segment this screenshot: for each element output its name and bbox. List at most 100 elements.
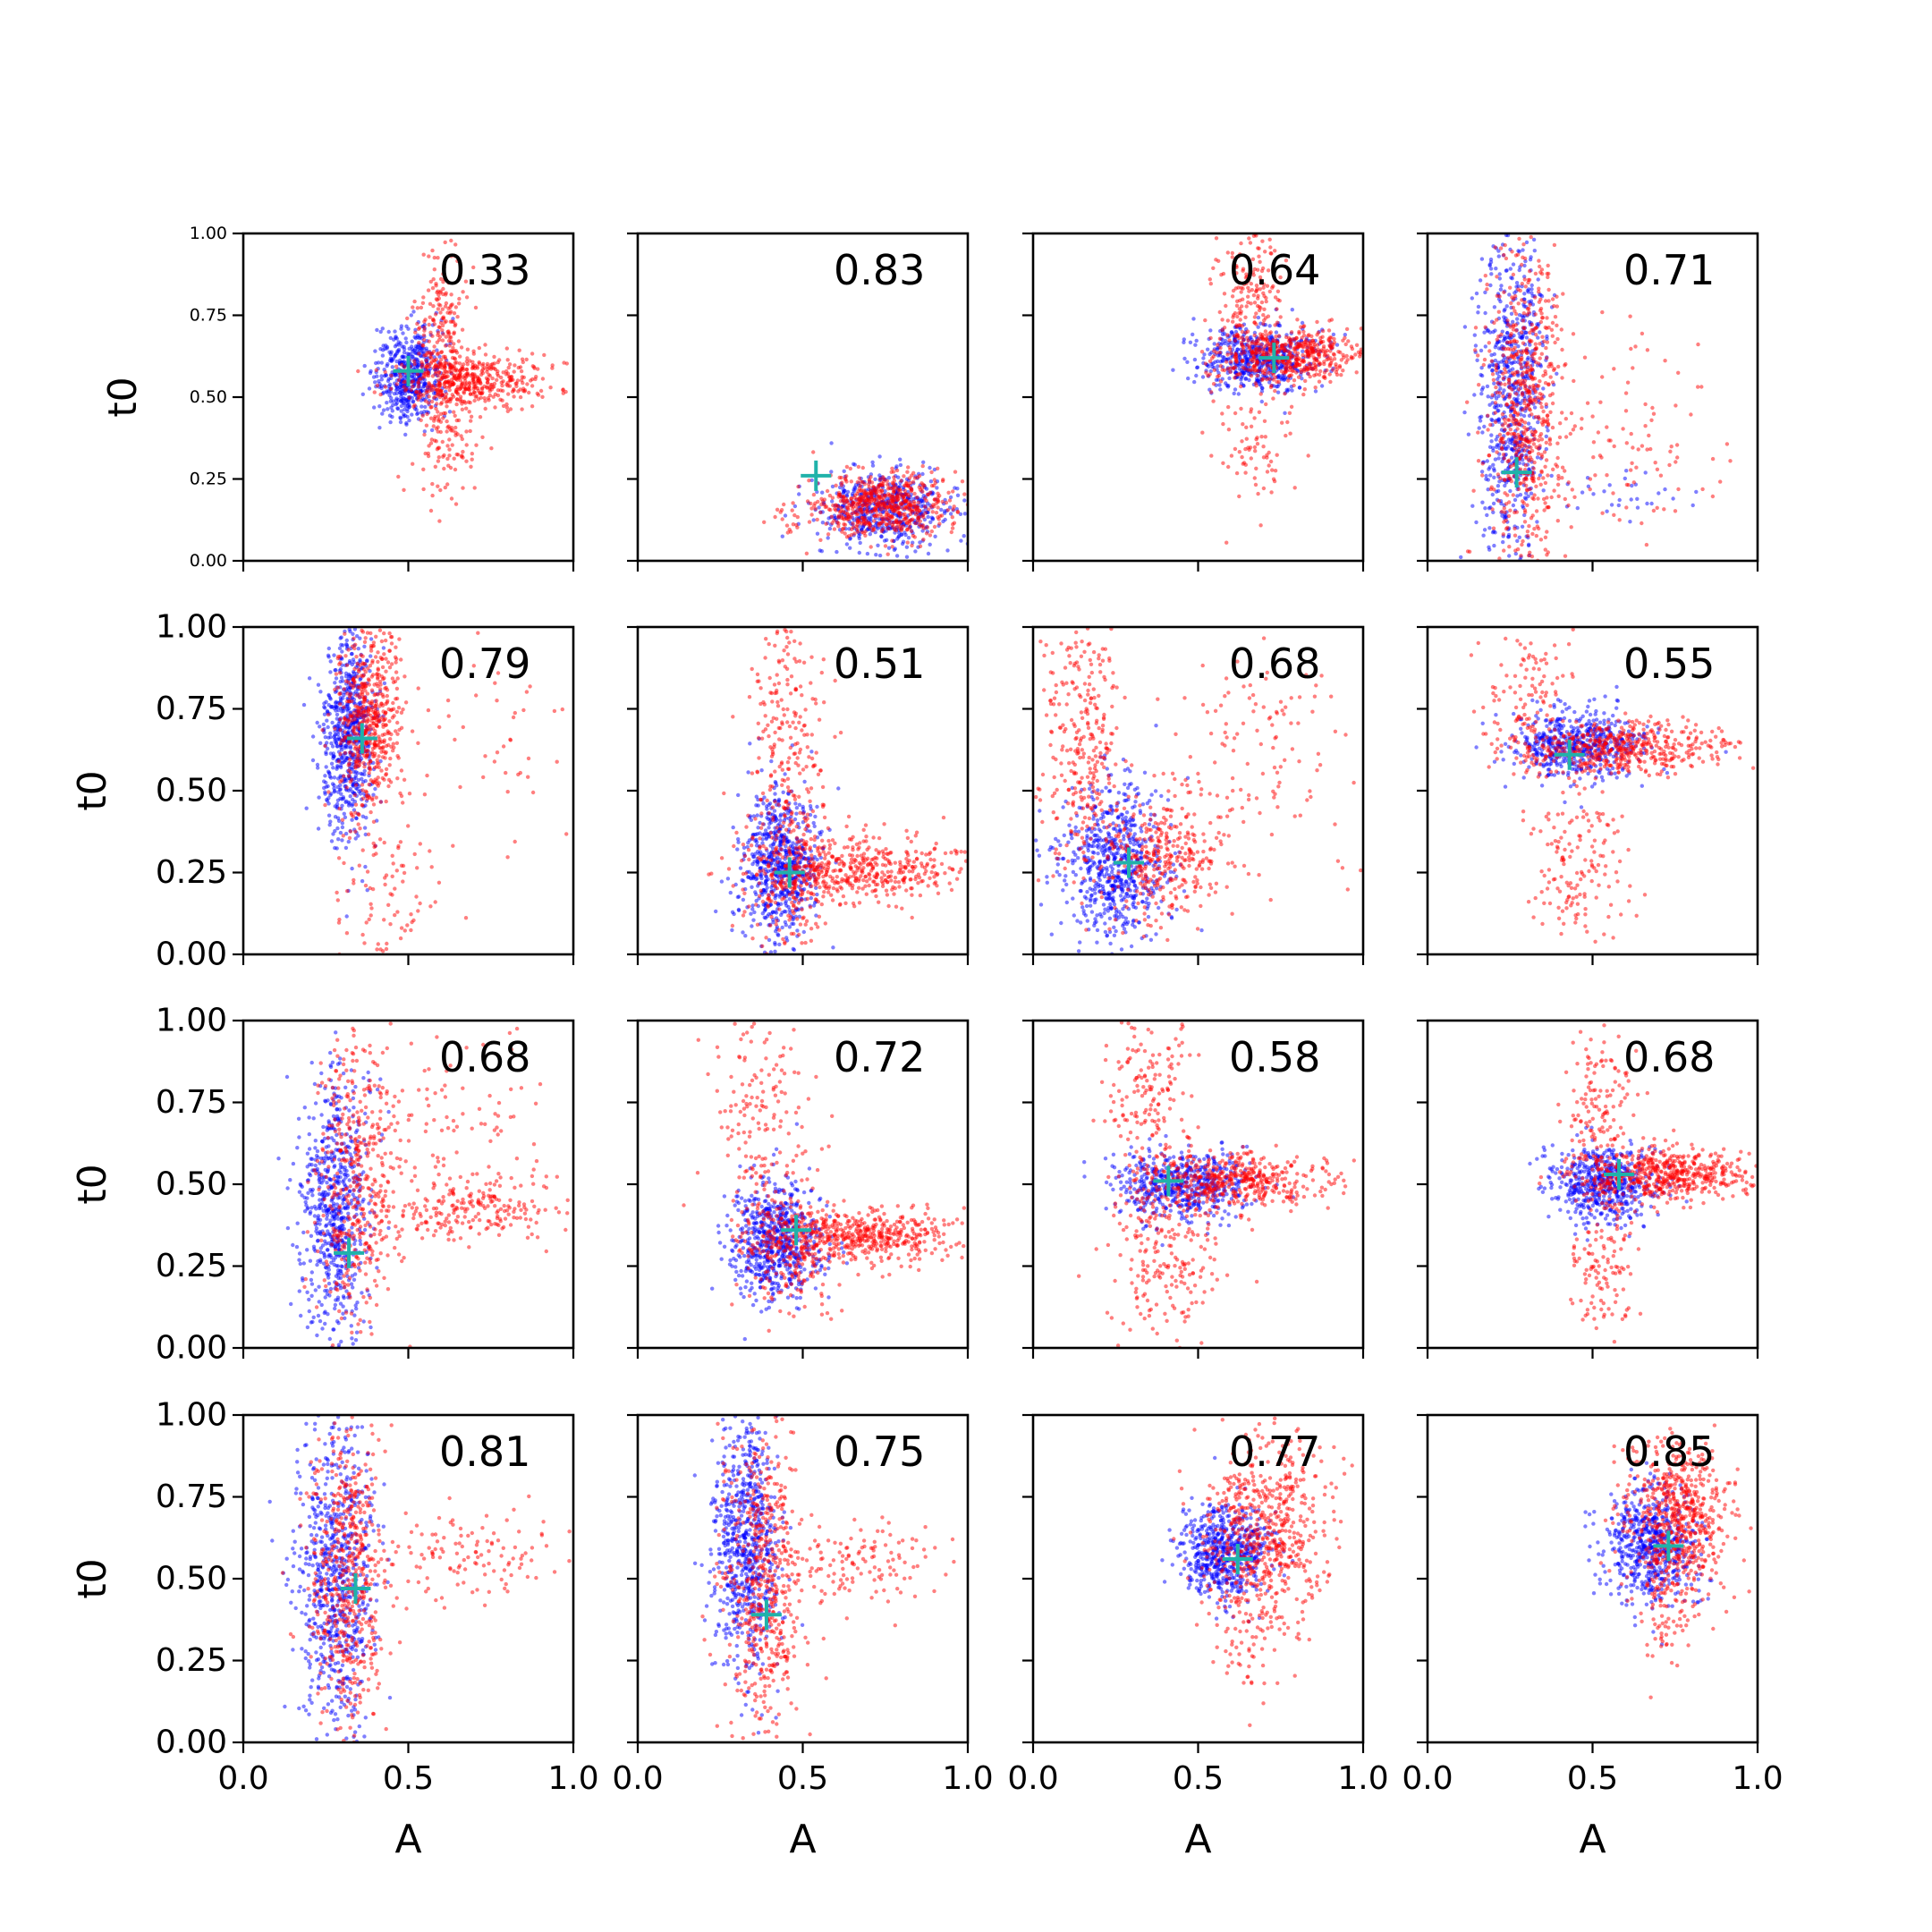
red-point xyxy=(1294,358,1299,362)
red-point xyxy=(1497,391,1503,395)
red-point xyxy=(1240,454,1244,460)
red-point xyxy=(417,381,421,386)
blue-point xyxy=(429,428,435,433)
blue-point xyxy=(380,326,385,331)
red-point xyxy=(1527,450,1532,454)
red-point xyxy=(1326,353,1330,358)
red-point xyxy=(849,515,853,520)
red-point xyxy=(452,375,457,379)
red-point xyxy=(1246,445,1250,450)
red-point xyxy=(1332,340,1337,344)
red-point xyxy=(433,414,437,419)
red-point xyxy=(1543,369,1547,374)
red-point xyxy=(1203,318,1208,323)
red-point xyxy=(902,474,906,479)
red-point xyxy=(1513,435,1517,439)
red-point xyxy=(460,381,465,386)
blue-point xyxy=(385,401,389,405)
red-point xyxy=(457,296,462,301)
red-point xyxy=(429,404,434,410)
red-point xyxy=(1251,355,1257,360)
red-point xyxy=(1552,242,1557,248)
blue-point xyxy=(1575,505,1580,511)
red-point xyxy=(1326,337,1331,342)
red-point xyxy=(428,279,433,284)
red-point xyxy=(417,352,421,356)
red-point xyxy=(881,499,886,504)
blue-point xyxy=(1492,543,1496,548)
red-point xyxy=(495,377,499,382)
red-point xyxy=(1541,476,1546,480)
red-point xyxy=(1286,378,1291,383)
red-point xyxy=(1505,525,1510,530)
red-point xyxy=(929,529,935,534)
red-point xyxy=(389,373,394,378)
red-point xyxy=(1530,401,1534,405)
red-point xyxy=(1515,402,1520,407)
blue-point xyxy=(886,476,891,480)
blue-point xyxy=(1462,325,1468,329)
red-point xyxy=(1332,357,1337,361)
blue-point xyxy=(375,327,379,333)
red-point xyxy=(422,337,427,343)
red-point xyxy=(469,414,474,419)
blue-point xyxy=(393,329,397,334)
red-point xyxy=(1507,545,1512,549)
blue-point xyxy=(380,411,385,416)
red-point xyxy=(1258,287,1262,292)
y-tick-label: 0.75 xyxy=(190,306,227,326)
red-point xyxy=(468,428,472,434)
red-point xyxy=(1504,360,1509,364)
red-point xyxy=(434,284,438,288)
blue-point xyxy=(412,335,417,339)
blue-point xyxy=(882,538,887,543)
red-point xyxy=(1522,508,1528,513)
red-point xyxy=(1240,359,1244,363)
red-point xyxy=(1321,375,1326,379)
blue-point xyxy=(1516,344,1521,349)
red-point xyxy=(441,354,446,359)
blue-point xyxy=(409,313,413,318)
red-point xyxy=(907,507,911,512)
red-point xyxy=(867,521,872,526)
red-point xyxy=(463,401,468,405)
blue-point xyxy=(407,418,411,423)
red-point xyxy=(1301,325,1306,329)
red-point xyxy=(1531,357,1536,361)
red-point xyxy=(1505,418,1511,422)
red-point xyxy=(909,529,914,533)
blue-point xyxy=(1521,334,1525,339)
red-point xyxy=(1252,365,1258,369)
red-point xyxy=(1353,352,1358,357)
red-point xyxy=(1537,286,1541,291)
blue-point xyxy=(391,402,395,407)
red-point xyxy=(471,349,476,353)
red-point xyxy=(1508,477,1513,481)
blue-point xyxy=(955,493,961,497)
blue-point xyxy=(780,534,784,538)
red-point xyxy=(1275,453,1279,457)
blue-point xyxy=(945,548,950,553)
red-point xyxy=(832,527,837,531)
blue-point xyxy=(389,359,394,363)
red-point xyxy=(1501,376,1505,381)
red-point xyxy=(809,506,814,511)
red-point xyxy=(1229,352,1233,356)
blue-point xyxy=(1487,467,1491,471)
red-point xyxy=(1498,476,1503,480)
red-point xyxy=(1504,256,1509,261)
blue-point xyxy=(809,478,814,483)
red-point xyxy=(1233,357,1239,361)
blue-point xyxy=(1283,411,1287,415)
blue-point xyxy=(852,487,856,492)
red-point xyxy=(487,385,492,390)
red-point xyxy=(452,342,456,346)
red-point xyxy=(1259,343,1264,347)
red-point xyxy=(394,364,399,369)
blue-point xyxy=(1628,520,1632,524)
y-tick-label: 0.50 xyxy=(190,387,227,407)
red-point xyxy=(1495,450,1499,454)
red-point xyxy=(1593,473,1597,478)
blue-point xyxy=(1483,506,1487,511)
blue-point xyxy=(829,470,834,474)
